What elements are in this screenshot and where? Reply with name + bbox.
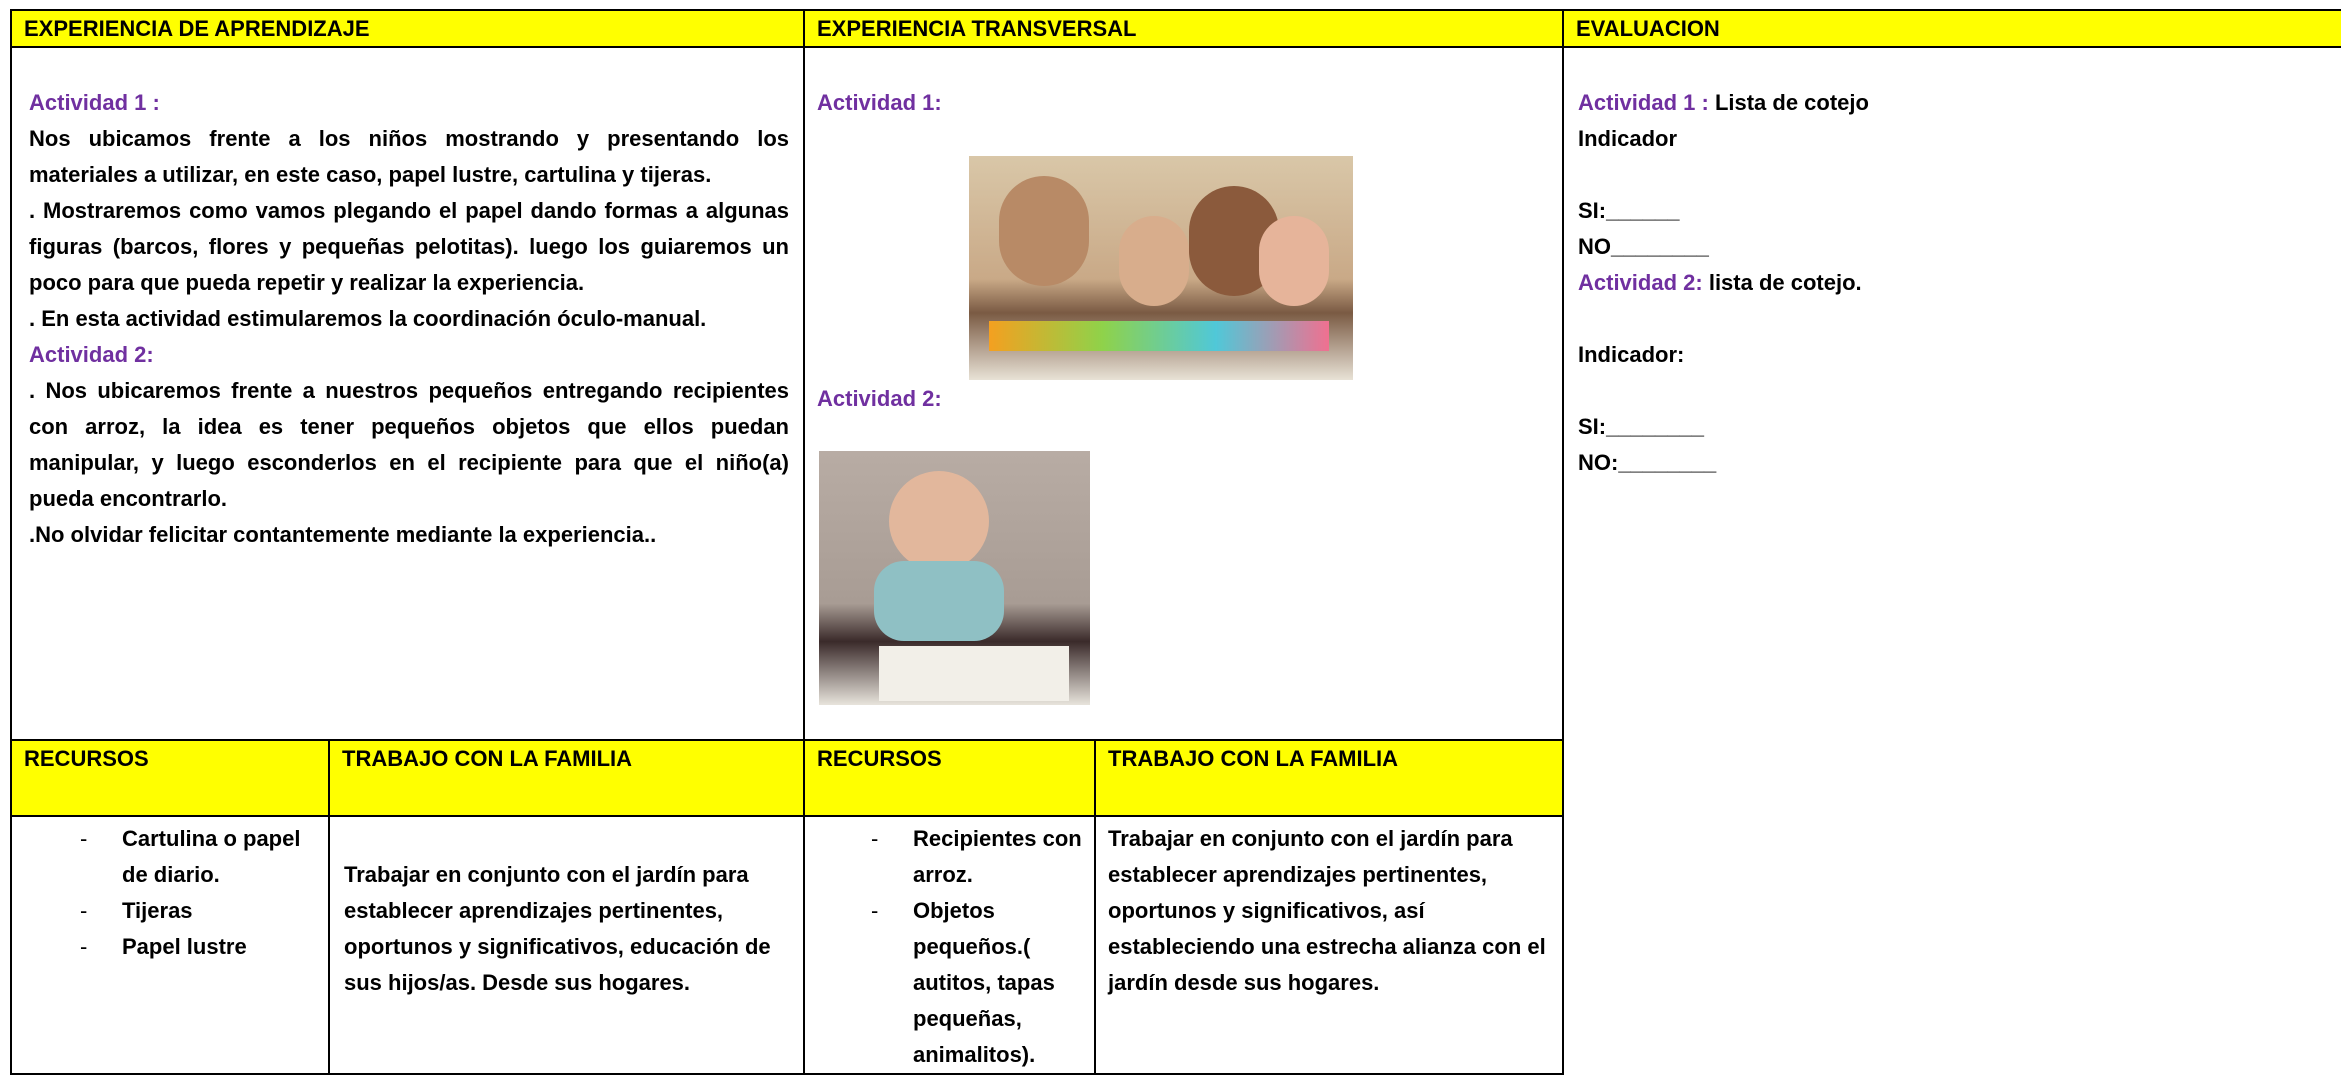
text: lista de cotejo. [1708, 270, 1862, 295]
papers [989, 321, 1329, 351]
cell: Actividad 1: Actividad 2: [803, 46, 1564, 741]
paragraph: . En esta actividad estimularemos la coo… [29, 306, 707, 331]
cell: Actividad 1 : Lista de cotejo Indicador … [1562, 46, 2341, 1065]
header: EVALUACION [1576, 16, 1720, 41]
text: Trabajar en conjunto con el jardín para … [344, 862, 771, 995]
subheader: RECURSOS [817, 746, 942, 771]
subheader-cell: RECURSOS [10, 739, 330, 817]
paragraph: . Nos ubicaremos frente a nuestros peque… [29, 378, 789, 511]
content: Actividad 1 : Nos ubicamos frente a los … [29, 85, 789, 553]
subheader: TRABAJO CON LA FAMILIA [1108, 746, 1399, 771]
activity-label: Actividad 2: [29, 342, 154, 367]
text: Trabajar en conjunto con el jardín para … [1108, 826, 1546, 995]
cell: Trabajar en conjunto con el jardín para … [328, 815, 805, 1075]
cell: Trabajar en conjunto con el jardín para … [1094, 815, 1564, 1075]
content: Actividad 1 : Lista de cotejo Indicador … [1578, 85, 1869, 481]
header-cell: EVALUACION [1562, 9, 2341, 48]
cell: Cartulina o papel de diario. Tijeras Pap… [10, 815, 330, 1075]
list: Recipientes con arroz. Objetos pequeños.… [871, 821, 1083, 1073]
list: Cartulina o papel de diario. Tijeras Pap… [80, 821, 322, 965]
header: EXPERIENCIA TRANSVERSAL [817, 16, 1137, 41]
list-item: Papel lustre [80, 929, 322, 965]
list-item: Cartulina o papel de diario. [80, 821, 322, 893]
activity-label: Actividad 2: [1578, 270, 1703, 295]
subheader-cell: TRABAJO CON LA FAMILIA [1094, 739, 1564, 817]
list-item: Objetos pequeños.( autitos, tapas pequeñ… [871, 893, 1083, 1073]
list-item: Recipientes con arroz. [871, 821, 1083, 893]
figure [1119, 216, 1189, 306]
line: Indicador: [1578, 342, 1685, 367]
line: Indicador [1578, 126, 1678, 151]
subheader: RECURSOS [24, 746, 149, 771]
header-cell: EXPERIENCIA DE APRENDIZAJE [10, 9, 805, 48]
line: SI:______ [1578, 198, 1680, 223]
activity-label: Actividad 1: [817, 90, 942, 115]
figure [999, 176, 1089, 286]
line: Actividad 2: lista de cotejo. [1578, 265, 1869, 301]
paragraph: Nos ubicamos frente a los niños mostrand… [29, 126, 789, 187]
photo-family [969, 156, 1353, 380]
photo-baby [819, 451, 1090, 705]
text: Lista de cotejo [1714, 90, 1869, 115]
figure [889, 471, 989, 571]
line: Actividad 1 : Lista de cotejo [1578, 85, 1869, 121]
figure [874, 561, 1004, 641]
activity-label: Actividad 1 : [29, 90, 160, 115]
line: SI:________ [1578, 414, 1704, 439]
line: NO________ [1578, 234, 1709, 259]
subheader: TRABAJO CON LA FAMILIA [342, 746, 633, 771]
activity-label: Actividad 1 : [1578, 90, 1709, 115]
paragraph: . Mostraremos como vamos plegando el pap… [29, 198, 789, 295]
line: NO:________ [1578, 450, 1717, 475]
header: EXPERIENCIA DE APRENDIZAJE [24, 16, 370, 41]
paragraph: .No olvidar felicitar contantemente medi… [29, 522, 657, 547]
list-item: Tijeras [80, 893, 322, 929]
rice [879, 646, 1069, 701]
subheader-cell: RECURSOS [803, 739, 1096, 817]
activity-label: Actividad 2: [817, 386, 942, 411]
cell: Actividad 1 : Nos ubicamos frente a los … [10, 46, 805, 741]
cell: Recipientes con arroz. Objetos pequeños.… [803, 815, 1096, 1075]
subheader-cell: TRABAJO CON LA FAMILIA [328, 739, 805, 817]
header-cell: EXPERIENCIA TRANSVERSAL [803, 9, 1564, 48]
figure [1259, 216, 1329, 306]
